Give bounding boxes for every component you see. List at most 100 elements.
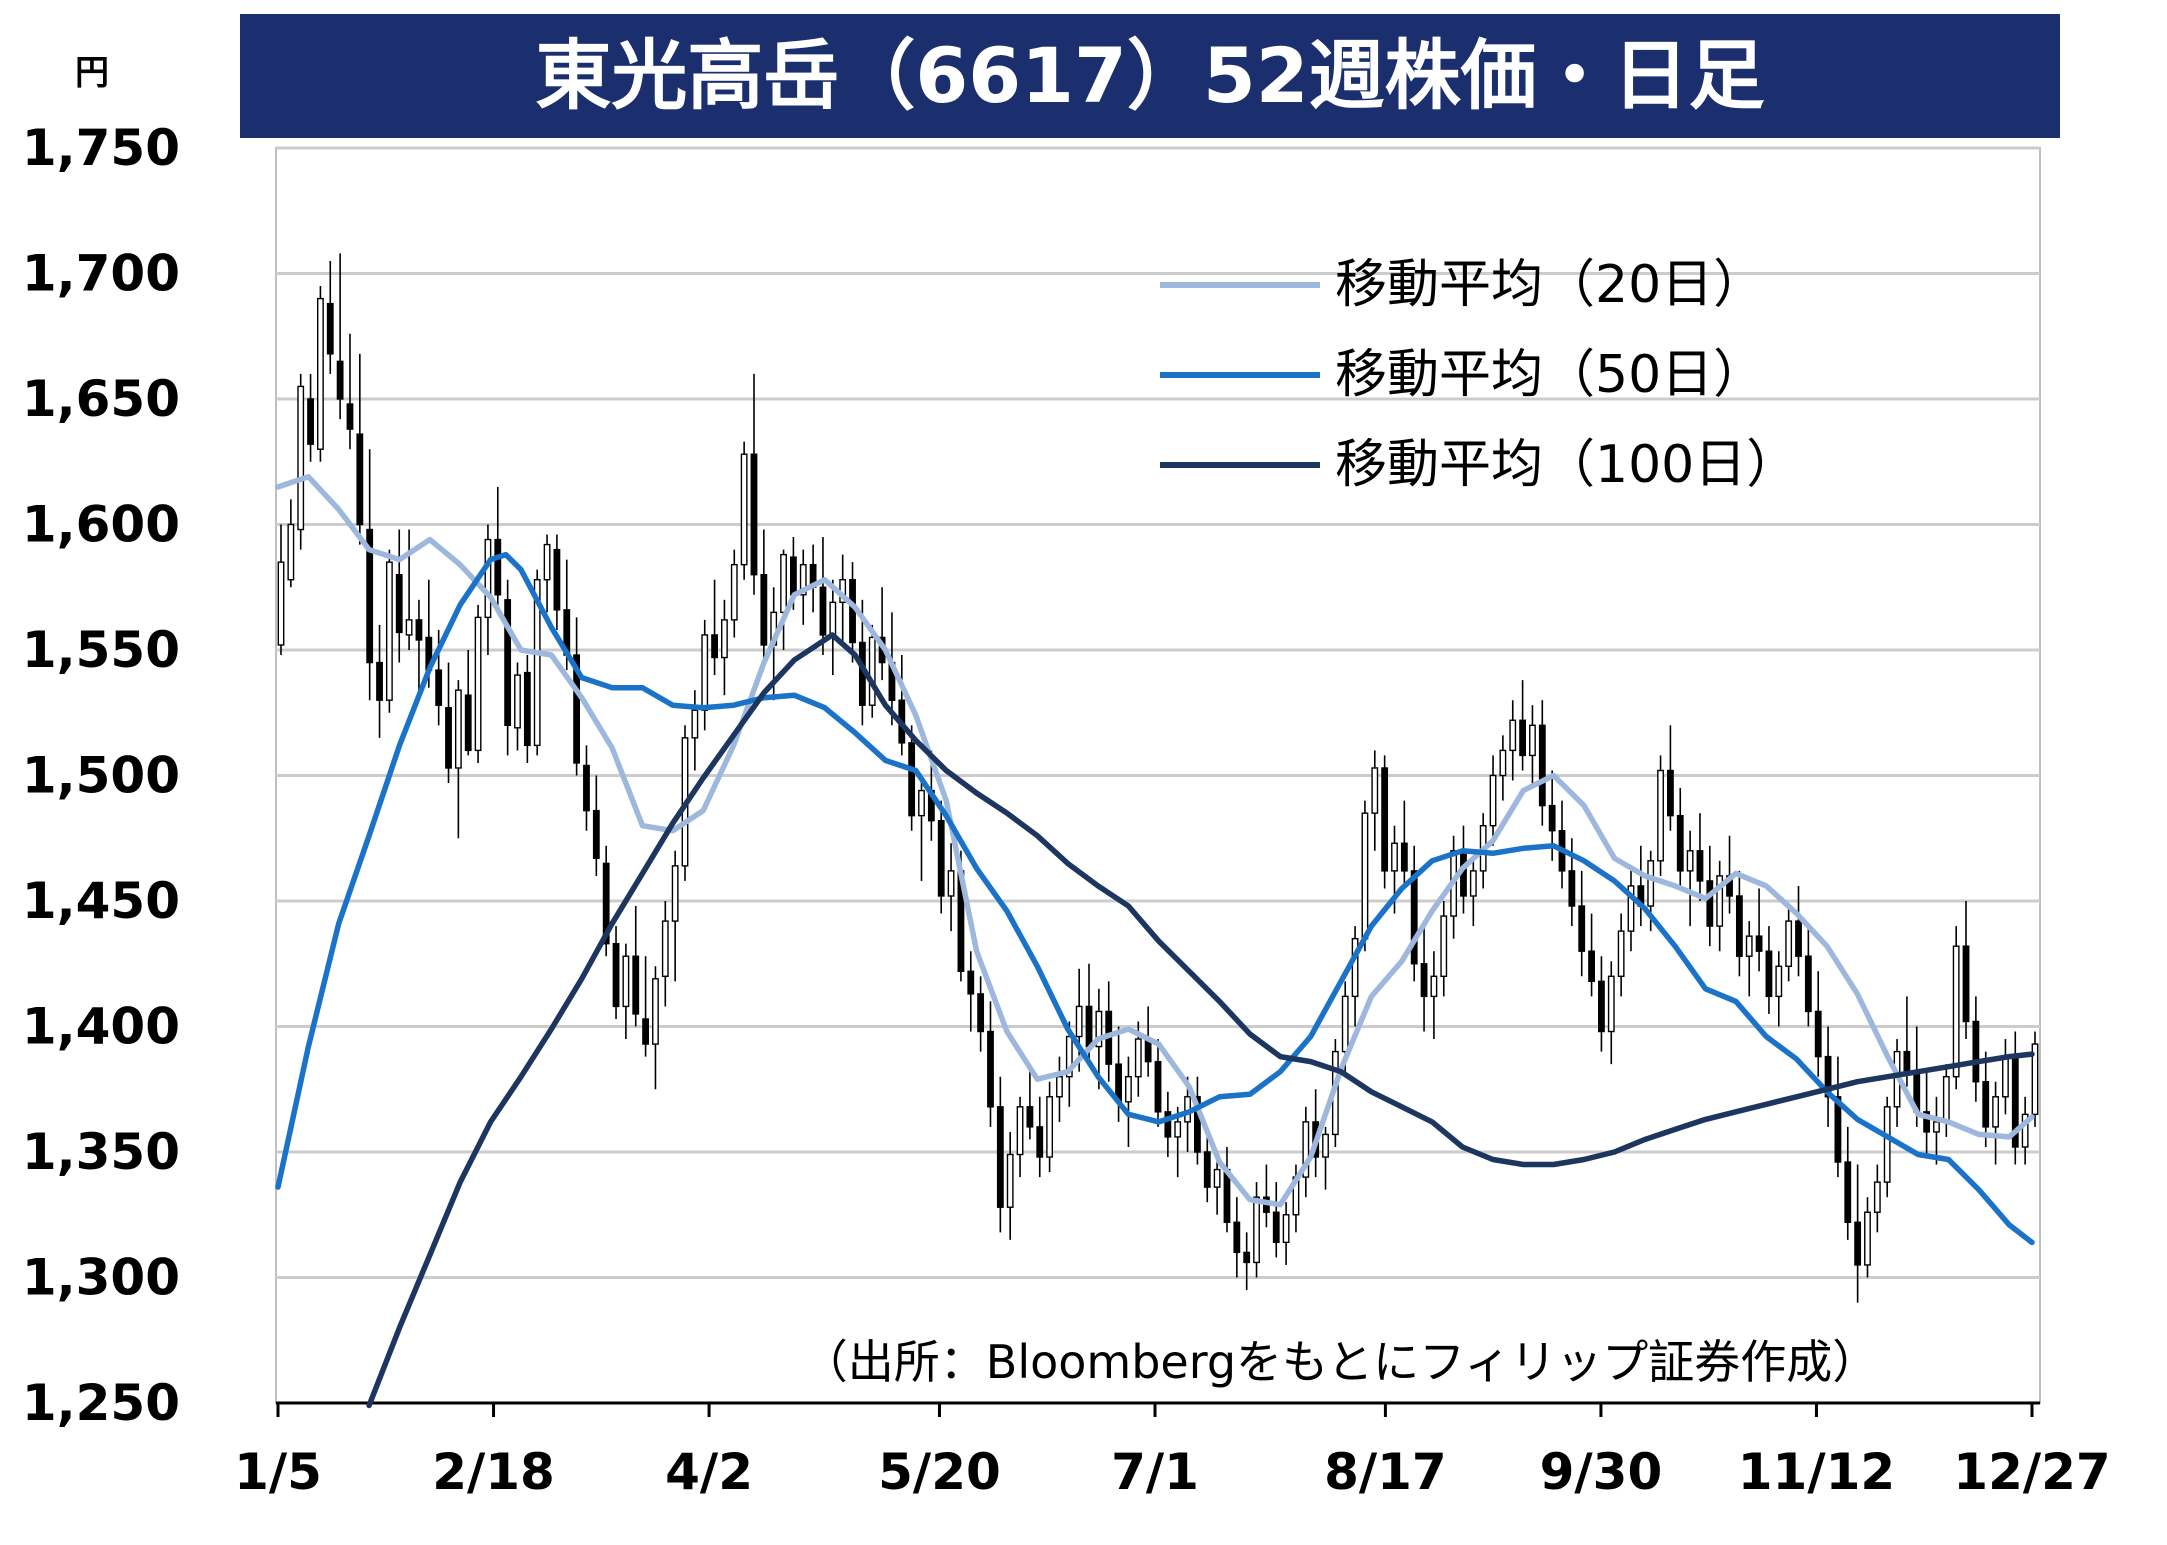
candle-body xyxy=(1203,1151,1211,1188)
candle-body xyxy=(1666,769,1674,817)
candle xyxy=(1420,926,1428,1032)
candle xyxy=(307,373,314,462)
candle-body xyxy=(1568,870,1576,907)
candle xyxy=(1666,725,1674,831)
candle xyxy=(1992,1081,1999,1165)
candle xyxy=(1814,971,1822,1077)
candle xyxy=(1844,1126,1852,1240)
candle-body xyxy=(1745,935,1753,957)
y-tick-label: 1,300 xyxy=(22,1249,180,1307)
candle xyxy=(415,599,423,701)
candle-body xyxy=(918,789,925,817)
candle-body xyxy=(1095,1010,1103,1048)
candle-body xyxy=(376,661,383,701)
candle xyxy=(1125,1056,1132,1147)
candle-body xyxy=(1804,955,1812,1013)
candle xyxy=(760,529,768,666)
candle-body xyxy=(1016,1106,1024,1156)
candle xyxy=(1962,901,1970,1040)
candle xyxy=(1400,800,1408,889)
candle-body xyxy=(819,586,827,636)
candle xyxy=(2031,1031,2039,1127)
candle-body xyxy=(1410,870,1418,965)
candle xyxy=(573,617,581,776)
candle xyxy=(967,951,975,1032)
candle-body xyxy=(750,453,758,576)
candle xyxy=(366,449,374,701)
candle-body xyxy=(2031,1043,2039,1116)
candle-body xyxy=(1361,812,1369,940)
x-axis: 1/5 2/18 4/2 5/20 7/1 8/17 9/30 11/12 12/27 xyxy=(234,1403,2111,1501)
candle-body xyxy=(799,563,807,596)
candle xyxy=(947,843,955,932)
candle xyxy=(1982,1051,1990,1147)
candle xyxy=(1588,913,1595,997)
candle-body xyxy=(1253,1196,1260,1264)
candle xyxy=(356,353,364,545)
candle xyxy=(918,780,925,881)
candle xyxy=(317,286,324,462)
candle xyxy=(1194,1076,1201,1165)
candle-body xyxy=(543,543,551,581)
candle xyxy=(297,373,305,550)
candle xyxy=(1026,1064,1034,1140)
candle-body xyxy=(1834,1096,1842,1163)
legend-label: 移動平均（50日） xyxy=(1335,345,1765,405)
candle-body xyxy=(1627,885,1635,932)
y-tick-label: 1,500 xyxy=(22,747,180,805)
candle-body xyxy=(977,993,985,1033)
x-tick-label: 7/1 xyxy=(1111,1443,1199,1501)
candle-body xyxy=(1824,1055,1832,1098)
legend-label: 移動平均（20日） xyxy=(1335,255,1765,315)
candle-body xyxy=(514,674,521,729)
candle-body xyxy=(1134,1038,1142,1078)
candle-body xyxy=(1381,767,1389,872)
candle xyxy=(1529,705,1536,789)
candle-body xyxy=(730,563,738,621)
candle xyxy=(1243,1232,1251,1291)
candle-body xyxy=(1006,1153,1014,1208)
candle-body xyxy=(1854,1221,1862,1266)
candle-body xyxy=(1755,935,1763,952)
candle xyxy=(1006,1131,1014,1240)
candle-body xyxy=(721,619,728,659)
y-tick-label: 1,700 xyxy=(22,245,180,303)
candle-body xyxy=(1154,1060,1162,1113)
candle xyxy=(1302,1106,1310,1198)
x-tick-label: 4/2 xyxy=(665,1443,753,1501)
candle-body xyxy=(967,970,975,995)
candle-body xyxy=(1400,842,1408,872)
candle-body xyxy=(1125,1075,1132,1103)
candle xyxy=(1864,1197,1871,1278)
candle-body xyxy=(1519,719,1527,757)
candle-body xyxy=(366,528,374,664)
candle-body xyxy=(1962,945,1970,1023)
y-axis: 1,250 1,300 1,350 1,400 1,450 1,500 1,550 1,600… xyxy=(22,119,2040,1432)
candle xyxy=(937,800,945,914)
candle xyxy=(1371,750,1379,851)
candle-body xyxy=(1578,905,1586,952)
x-tick-label: 8/17 xyxy=(1324,1443,1447,1501)
candle-body xyxy=(1785,920,1793,967)
candle xyxy=(1164,1091,1172,1158)
candle-body xyxy=(1371,767,1379,814)
candle-body xyxy=(1322,1133,1329,1158)
candle xyxy=(1873,1164,1881,1233)
candle xyxy=(1617,913,1625,997)
candle-body xyxy=(1883,1106,1891,1183)
candle-body xyxy=(474,616,482,752)
candle xyxy=(1440,901,1448,997)
candle xyxy=(583,745,590,831)
candle xyxy=(1657,755,1664,876)
candle xyxy=(464,650,472,756)
candle xyxy=(612,926,620,1019)
candle-body xyxy=(1992,1096,1999,1128)
candle-body xyxy=(523,671,531,747)
y-tick-label: 1,350 xyxy=(22,1123,180,1181)
candle-body xyxy=(1075,1005,1083,1038)
candle xyxy=(1075,968,1083,1072)
candle xyxy=(908,725,916,831)
candle-body xyxy=(1923,1111,1931,1133)
